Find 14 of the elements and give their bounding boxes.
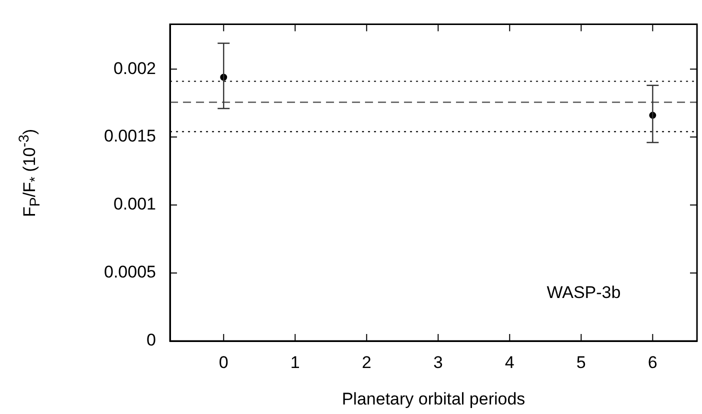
x-tick-label: 5 (576, 352, 586, 372)
x-tick-label: 2 (362, 352, 372, 372)
x-axis-title: Planetary orbital periods (342, 389, 526, 408)
x-tick-label: 0 (218, 352, 228, 372)
x-tick-label: 4 (504, 352, 514, 372)
y-tick-label: 0.0005 (104, 262, 156, 282)
y-tick-label: 0.002 (113, 58, 156, 78)
y-tick-label: 0.0015 (104, 126, 156, 146)
x-tick-label: 6 (648, 352, 658, 372)
y-tick-label: 0.001 (113, 194, 156, 214)
y-tick-label: 0 (146, 330, 156, 350)
x-tick-label: 1 (290, 352, 300, 372)
x-tick-label: 3 (433, 352, 443, 372)
annotation: WASP-3b (546, 283, 621, 302)
